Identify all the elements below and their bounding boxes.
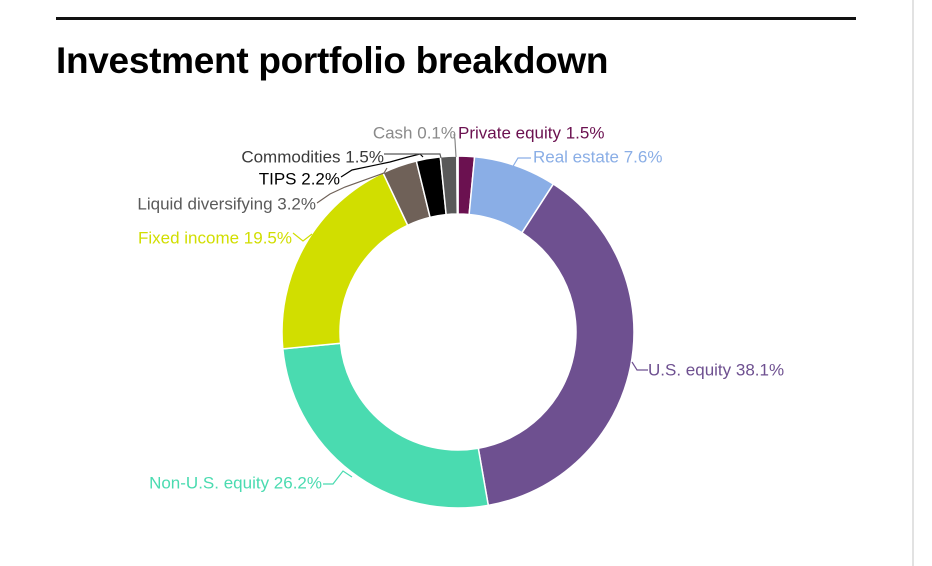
right-border [912,0,914,566]
chart-title: Investment portfolio breakdown [56,40,609,81]
leader-cash [453,133,457,158]
label-liquid-diversifying: Liquid diversifying 3.2% [137,194,316,213]
slice-labels: Private equity 1.5% Real estate 7.6% U.S. … [137,123,784,492]
label-leader-lines [292,133,648,485]
label-private-equity: Private equity 1.5% [458,123,604,142]
slice-cash [456,155,459,215]
label-tips: TIPS 2.2% [259,169,340,188]
label-u-s-equity: U.S. equity 38.1% [648,360,784,379]
label-cash: Cash 0.1% [373,123,456,142]
label-fixed-income: Fixed income 19.5% [138,228,292,247]
label-non-u-s-equity: Non-U.S. equity 26.2% [149,473,322,492]
leader-liquid-diversifying [316,167,388,204]
slice-u-s-equity [477,183,635,507]
leader-commodities [384,153,442,159]
donut-slices [281,155,635,509]
leader-real-estate [511,157,531,169]
leader-u-s-equity [631,361,648,371]
label-commodities: Commodities 1.5% [241,147,384,166]
top-rule [56,17,856,20]
label-real-estate: Real estate 7.6% [533,147,662,166]
leader-non-u-s-equity [323,470,353,485]
slice-non-u-s-equity [281,342,490,509]
leader-fixed-income [292,232,313,242]
